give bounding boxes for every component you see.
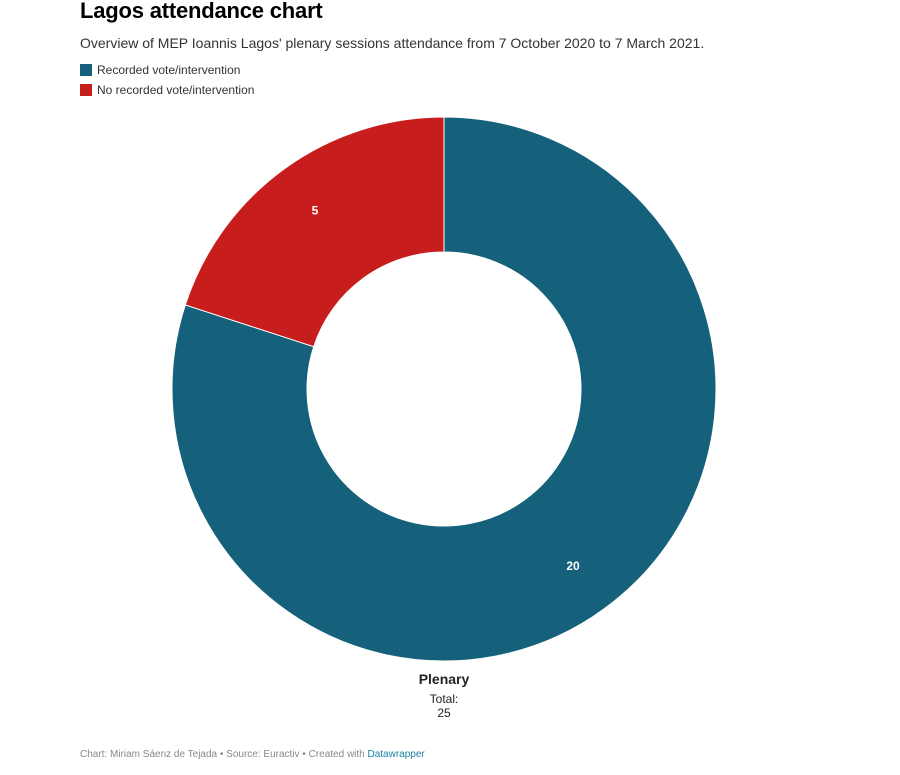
legend-label-recorded: Recorded vote/intervention [97, 63, 241, 77]
chart-title: Lagos attendance chart [80, 0, 323, 23]
legend-swatch-recorded [80, 64, 92, 76]
legend-item-recorded: Recorded vote/intervention [80, 60, 254, 80]
slice-value-label-0: 20 [566, 559, 580, 573]
legend-item-not-recorded: No recorded vote/intervention [80, 80, 254, 100]
footer-credit: Chart: Miriam Sáenz de Tejada • Source: … [80, 749, 425, 760]
donut-slice-0 [171, 116, 717, 662]
donut-chart: 20 5 [171, 116, 717, 662]
legend: Recorded vote/intervention No recorded v… [80, 60, 254, 100]
chart-name: Plenary [418, 671, 470, 687]
donut-slice-1 [184, 116, 445, 348]
slice-value-label-1: 5 [312, 204, 319, 218]
legend-swatch-not-recorded [80, 84, 92, 96]
chart-subtitle: Overview of MEP Ioannis Lagos' plenary s… [80, 35, 705, 51]
footer-credit-text: Chart: Miriam Sáenz de Tejada • Source: … [80, 749, 368, 760]
total-label: Total: [429, 692, 459, 706]
datawrapper-link[interactable]: Datawrapper [367, 749, 425, 760]
legend-label-not-recorded: No recorded vote/intervention [97, 83, 255, 97]
total-value: 25 [437, 706, 451, 720]
